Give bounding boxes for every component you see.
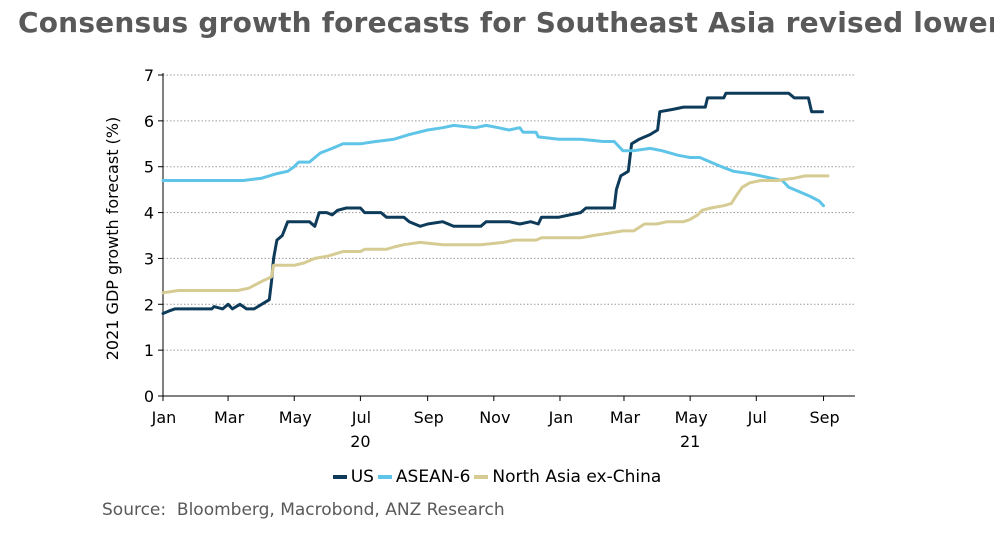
- x-tick-label: Nov: [479, 408, 510, 427]
- axes: [158, 73, 855, 401]
- x-tick-label: Jul: [351, 408, 371, 427]
- x-tick-label: Jan: [151, 408, 177, 427]
- y-tick-label: 7: [144, 66, 154, 85]
- legend: US ASEAN-6 North Asia ex-China: [0, 464, 994, 487]
- x-tick-label: Mar: [610, 408, 641, 427]
- y-tick-label: 6: [144, 112, 154, 131]
- legend-item: North Asia ex-China: [474, 467, 661, 487]
- x-tick-label: May: [279, 408, 312, 427]
- series-line-us: [161, 91, 824, 315]
- chart-title: Consensus growth forecasts for Southeast…: [18, 6, 994, 39]
- legend-label: North Asia ex-China: [492, 467, 662, 487]
- y-tick-label: 5: [144, 158, 154, 177]
- x-tick-label: Sep: [414, 408, 444, 427]
- x-tick-label: May: [675, 408, 708, 427]
- y-tick-label: 2: [144, 295, 154, 314]
- x-tick-label: Jan: [548, 408, 574, 427]
- tick-labels: 0 1 2 3 4 5 6 7 Jan Mar May Jul Sep Nov Jan Mar May Jul Se…: [144, 66, 840, 451]
- y-tick-label: 3: [144, 249, 154, 268]
- gridlines: [163, 74, 855, 351]
- x-year-label: 20: [350, 432, 370, 451]
- series-line-north-asia-ex-china: [161, 174, 830, 295]
- x-tick-label: Jul: [747, 408, 767, 427]
- legend-item: US: [332, 467, 374, 487]
- series-lines: [161, 91, 830, 315]
- legend-label: ASEAN-6: [395, 467, 471, 487]
- y-tick-label: 1: [144, 341, 154, 360]
- y-axis-label: 2021 GDP growth forecast (%): [103, 117, 122, 361]
- x-tick-label: Sep: [809, 408, 839, 427]
- x-year-label: 21: [680, 432, 700, 451]
- x-tick-label: Mar: [214, 408, 245, 427]
- series-line-asean-6: [161, 123, 825, 208]
- legend-item: ASEAN-6: [377, 467, 471, 487]
- legend-swatch: [332, 475, 347, 479]
- legend-swatch: [474, 475, 489, 479]
- y-tick-label: 0: [144, 387, 154, 406]
- y-tick-label: 4: [144, 204, 154, 223]
- source-note: Source: Bloomberg, Macrobond, ANZ Resear…: [102, 500, 505, 520]
- legend-label: US: [350, 467, 374, 487]
- legend-swatch: [377, 475, 392, 479]
